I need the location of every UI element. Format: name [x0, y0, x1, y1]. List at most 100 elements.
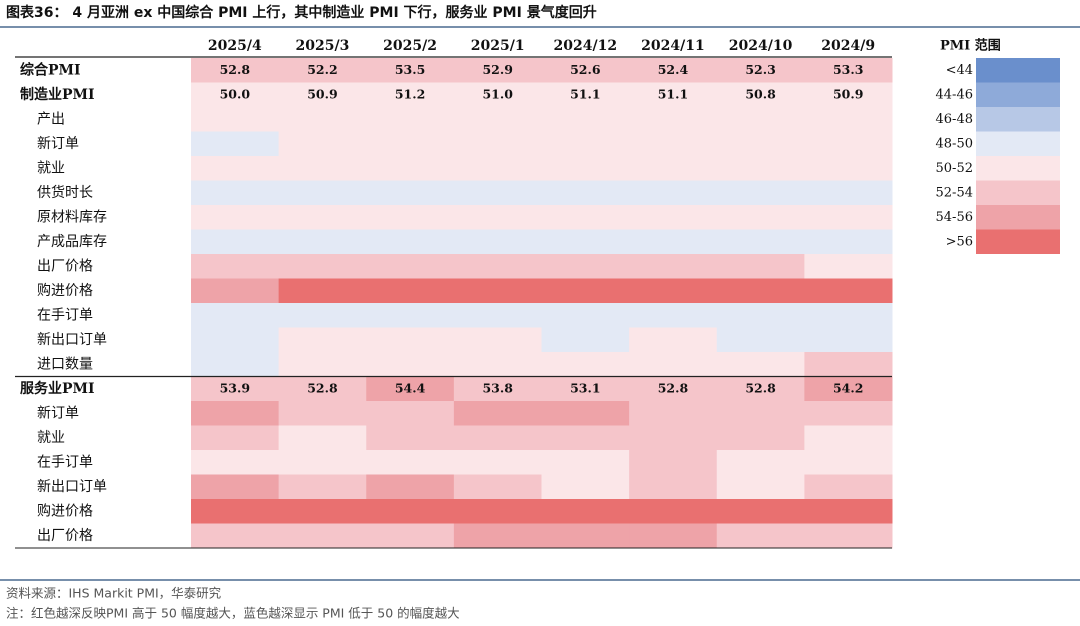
cell — [366, 180, 455, 206]
column-header: 2024/9 — [821, 38, 875, 54]
legend-swatch — [976, 205, 1060, 230]
cell — [804, 303, 893, 328]
cell — [278, 107, 367, 132]
legend-label: 50-52 — [936, 161, 973, 176]
cell — [191, 278, 280, 304]
row-label: 新出口订单 — [37, 479, 107, 495]
cell — [191, 107, 280, 132]
cell-value: 52.3 — [745, 62, 775, 77]
cell — [191, 352, 280, 377]
cell — [716, 450, 805, 475]
cell — [191, 499, 280, 524]
cell-value: 53.9 — [220, 380, 250, 395]
cell — [629, 180, 718, 206]
cell-value: 50.0 — [220, 86, 251, 101]
cell — [541, 156, 630, 181]
row-label: 购进价格 — [37, 503, 93, 519]
row-label: 新订单 — [37, 136, 79, 152]
cell — [629, 474, 718, 500]
cell — [804, 327, 893, 353]
cell — [453, 327, 542, 353]
cell — [366, 131, 455, 157]
cell — [541, 376, 630, 402]
cell — [278, 131, 367, 157]
cell — [716, 352, 805, 377]
cell-value: 53.5 — [395, 62, 425, 77]
row-label: 产成品库存 — [37, 234, 107, 250]
cell — [629, 82, 718, 108]
cell — [191, 180, 280, 206]
cell — [629, 131, 718, 157]
cell — [366, 523, 455, 549]
cell — [804, 205, 893, 230]
cell-value: 52.2 — [307, 62, 337, 77]
cell-value: 53.8 — [482, 380, 513, 395]
column-header: 2025/1 — [471, 38, 525, 54]
cell — [366, 474, 455, 500]
cell-value: 53.3 — [833, 62, 863, 77]
cell-value: 52.8 — [745, 380, 776, 395]
cell — [716, 401, 805, 426]
cell — [453, 131, 542, 157]
legend-swatch — [976, 131, 1060, 156]
cell — [453, 229, 542, 255]
cell — [541, 401, 630, 426]
cell — [366, 499, 455, 524]
cell — [629, 425, 718, 451]
cell — [629, 156, 718, 181]
cell-value: 52.8 — [220, 62, 251, 77]
row-label: 出厂价格 — [37, 258, 93, 274]
cell-value: 52.8 — [307, 380, 338, 395]
cell — [453, 474, 542, 500]
cell — [716, 229, 805, 255]
cell — [191, 58, 280, 83]
row-label: 原材料库存 — [37, 209, 107, 225]
cell — [453, 180, 542, 206]
cell — [453, 278, 542, 304]
cell — [716, 376, 805, 402]
row-label: 制造业PMI — [20, 86, 95, 103]
cell — [366, 205, 455, 230]
cell — [716, 82, 805, 108]
cell — [278, 425, 367, 451]
cell — [278, 278, 367, 304]
row-label: 在手订单 — [37, 307, 93, 323]
cell — [804, 401, 893, 426]
cell — [629, 450, 718, 475]
cell — [541, 450, 630, 475]
cell — [629, 401, 718, 426]
row-label: 产出 — [37, 111, 65, 127]
cell — [629, 58, 718, 83]
cell — [541, 229, 630, 255]
cell — [804, 376, 893, 402]
cell — [716, 180, 805, 206]
cell — [716, 205, 805, 230]
row-label: 新出口订单 — [37, 332, 107, 348]
cell — [804, 131, 893, 157]
column-header: 2024/10 — [729, 38, 793, 54]
cell-value: 52.9 — [482, 62, 512, 77]
cell-value: 54.4 — [395, 380, 426, 395]
cell — [541, 499, 630, 524]
cell — [191, 131, 280, 157]
cell — [629, 278, 718, 304]
legend-label: <44 — [946, 63, 973, 78]
cell — [804, 107, 893, 132]
cell — [366, 401, 455, 426]
cell — [366, 352, 455, 377]
cell — [366, 376, 455, 402]
cell — [804, 278, 893, 304]
cell — [541, 107, 630, 132]
cell — [278, 303, 367, 328]
legend-label: 44-46 — [936, 87, 973, 102]
cell-value: 51.1 — [658, 86, 688, 101]
cell — [541, 303, 630, 328]
cell — [541, 278, 630, 304]
cell — [541, 474, 630, 500]
cell — [453, 205, 542, 230]
cell — [453, 107, 542, 132]
cell — [804, 180, 893, 206]
cell-value: 52.6 — [570, 62, 601, 77]
cell — [278, 229, 367, 255]
cell-value: 51.0 — [482, 86, 513, 101]
